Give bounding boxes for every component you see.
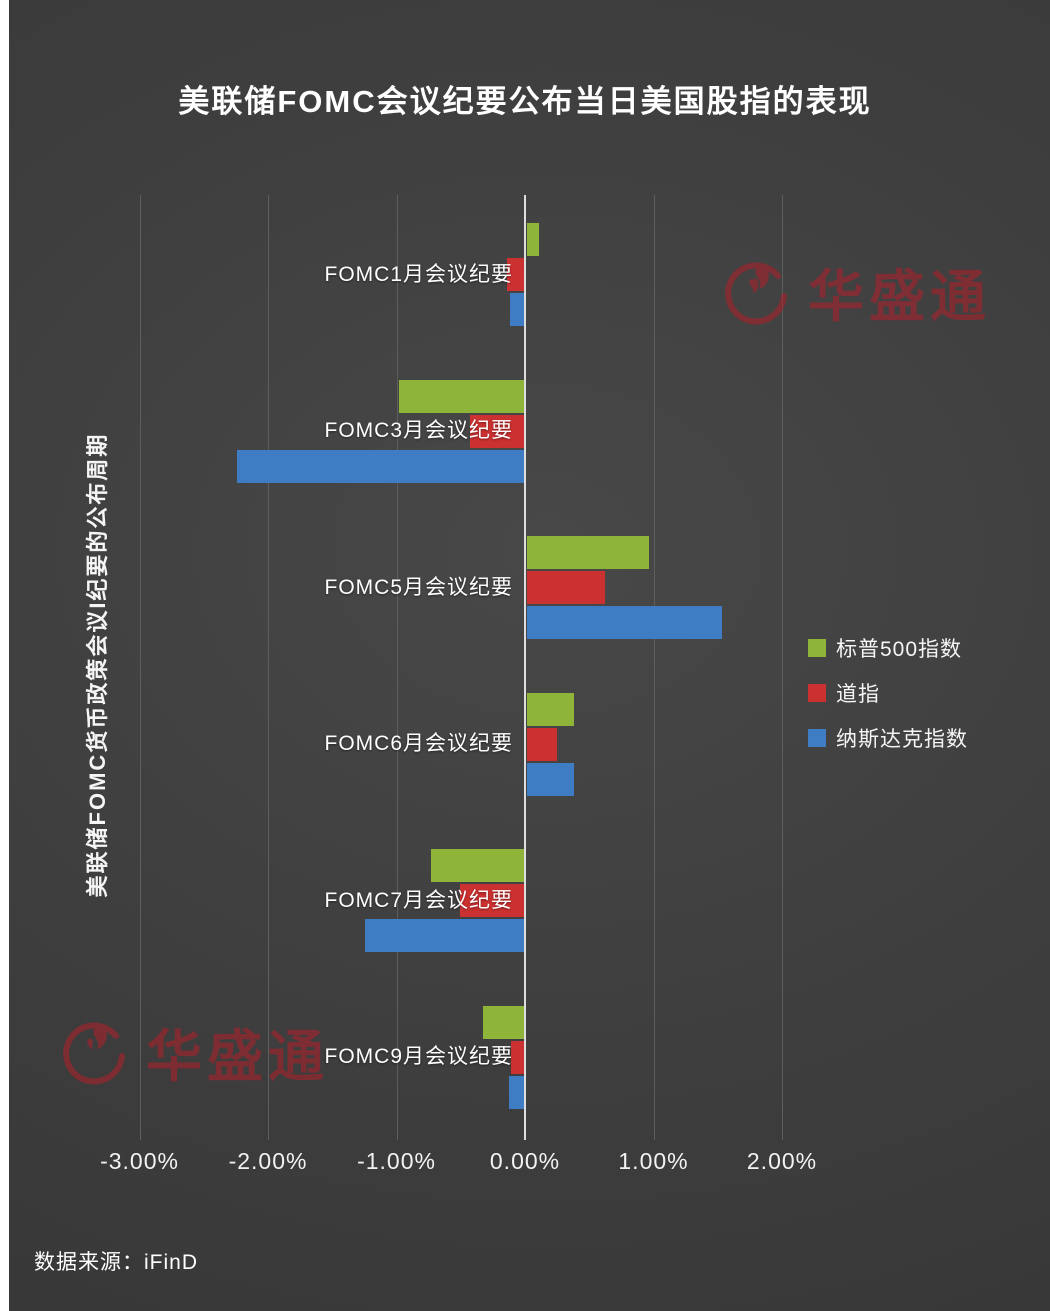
sp500-swatch-icon [808,639,826,657]
gridline [396,195,398,1140]
bar-纳斯达克指数-FOMC3月会议纪要 [237,449,524,483]
bar-道指-FOMC6月会议纪要 [526,727,558,761]
left-border [0,0,9,1311]
bar-标普500指数-FOMC7月会议纪要 [431,849,524,882]
bar-纳斯达克指数-FOMC6月会议纪要 [526,762,575,796]
category-label: FOMC7月会议纪要 [324,888,513,912]
category-label: FOMC9月会议纪要 [324,1045,513,1068]
bar-标普500指数-FOMC1月会议纪要 [526,223,540,256]
nasdaq-swatch-icon [808,729,826,747]
bar-标普500指数-FOMC3月会议纪要 [399,379,524,413]
zero-axis-line [524,195,526,1140]
x-tick-label: 2.00% [746,1148,818,1174]
bar-纳斯达克指数-FOMC7月会议纪要 [364,919,524,952]
legend-item-nasdaq: 纳斯达克指数 [808,723,968,753]
dow-swatch-icon [808,684,826,702]
category-label: FOMC1月会议纪要 [324,262,513,286]
chart-title: 美联储FOMC会议纪要公布当日美国股指的表现 [178,84,872,119]
bar-标普500指数-FOMC9月会议纪要 [482,1005,524,1039]
gridline [782,195,783,1140]
gridline [139,195,141,1140]
x-tick-label: 0.00% [489,1148,561,1174]
x-tick-label: -3.00% [100,1148,179,1174]
category-label: FOMC6月会议纪要 [324,732,513,755]
bar-道指-FOMC1月会议纪要 [507,258,524,291]
bar-纳斯达克指数-FOMC1月会议纪要 [509,293,524,326]
legend: 标普500指数 道指 纳斯达克指数 [808,633,968,753]
bar-标普500指数-FOMC5月会议纪要 [526,536,649,569]
bar-道指-FOMC7月会议纪要 [459,884,524,917]
bar-道指-FOMC5月会议纪要 [526,571,605,604]
legend-label-sp500: 标普500指数 [836,638,963,661]
bar-道指-FOMC3月会议纪要 [470,414,524,448]
legend-label-dow: 道指 [836,683,880,706]
legend-label-nasdaq: 纳斯达克指数 [836,728,968,751]
legend-item-dow: 道指 [808,678,968,708]
category-label: FOMC3月会议纪要 [324,419,513,442]
x-tick-label: -2.00% [228,1148,308,1174]
bar-纳斯达克指数-FOMC5月会议纪要 [526,606,722,639]
x-tick-label: 1.00% [618,1148,689,1174]
category-label: FOMC5月会议纪要 [324,575,513,599]
legend-item-sp500: 标普500指数 [808,633,968,663]
data-source: 数据来源：iFinD [34,1251,199,1274]
gridline [653,195,655,1140]
bar-标普500指数-FOMC6月会议纪要 [526,692,575,726]
bar-道指-FOMC9月会议纪要 [511,1040,524,1074]
bar-纳斯达克指数-FOMC9月会议纪要 [508,1075,524,1109]
y-axis-label: 美联储FOMC货币政策会议I纪要的公布周期 [85,432,110,898]
gridline [268,195,269,1140]
x-tick-label: -1.00% [357,1148,436,1174]
